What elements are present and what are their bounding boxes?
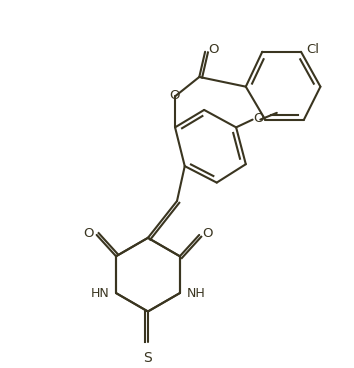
Text: O: O (202, 227, 213, 240)
Text: HN: HN (91, 287, 109, 300)
Text: S: S (144, 351, 152, 365)
Text: O: O (169, 89, 179, 102)
Text: O: O (253, 112, 264, 125)
Text: O: O (83, 227, 94, 240)
Text: Cl: Cl (306, 43, 319, 56)
Text: O: O (208, 43, 218, 56)
Text: NH: NH (187, 287, 205, 300)
